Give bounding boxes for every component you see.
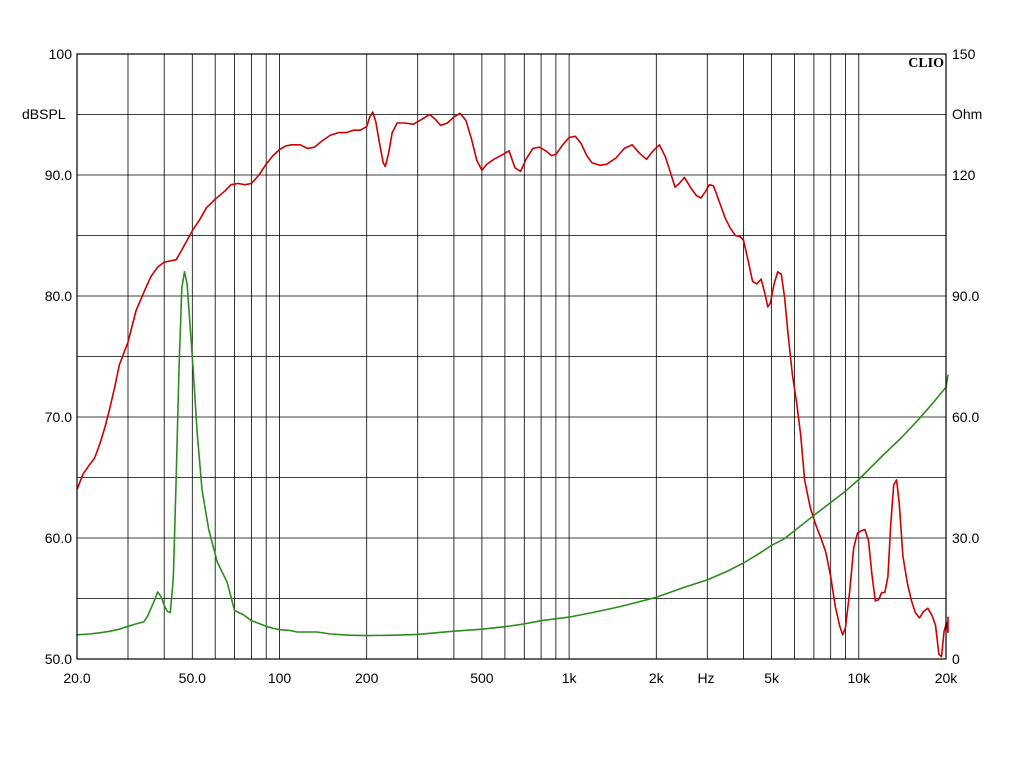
right-axis-tick-labels: 150 120 90.0 60.0 30.0 0 (952, 46, 979, 667)
x-tick-label: 200 (355, 670, 379, 686)
plot-frame (76, 53, 947, 660)
left-axis-tick-labels: 100 90.0 80.0 70.0 60.0 50.0 (45, 46, 72, 667)
impedance-curve (76, 271, 949, 637)
x-tick-label: 20k (935, 670, 959, 686)
right-tick-label: 120 (952, 167, 976, 183)
brand-logo-text: CLIO (908, 56, 944, 71)
right-axis-unit-label: Ohm (952, 106, 982, 122)
x-tick-label: 1k (562, 670, 578, 686)
spl-response-curve (76, 111, 949, 658)
x-tick-label: 2k (649, 670, 665, 686)
x-axis-tick-labels: 20.0 50.0 100 200 500 1k 2k 5k 10k 20k (63, 670, 958, 686)
x-tick-label: 50.0 (179, 670, 206, 686)
right-tick-label: 0 (952, 651, 960, 667)
x-tick-label: 5k (764, 670, 780, 686)
left-tick-label: 50.0 (45, 651, 72, 667)
right-tick-label: 150 (952, 46, 976, 62)
left-tick-label: 60.0 (45, 530, 72, 546)
right-tick-label: 30.0 (952, 530, 979, 546)
left-tick-label: 80.0 (45, 288, 72, 304)
x-tick-label: 100 (268, 670, 292, 686)
grid-lines (77, 54, 946, 659)
x-tick-label: 10k (848, 670, 872, 686)
right-tick-label: 90.0 (952, 288, 979, 304)
x-tick-label: 500 (470, 670, 494, 686)
left-tick-label: 100 (49, 46, 73, 62)
x-tick-label: 20.0 (63, 670, 90, 686)
left-axis-unit-label: dBSPL (22, 106, 66, 122)
x-axis-unit-label: Hz (697, 670, 714, 686)
right-tick-label: 60.0 (952, 409, 979, 425)
left-tick-label: 90.0 (45, 167, 72, 183)
left-tick-label: 70.0 (45, 409, 72, 425)
